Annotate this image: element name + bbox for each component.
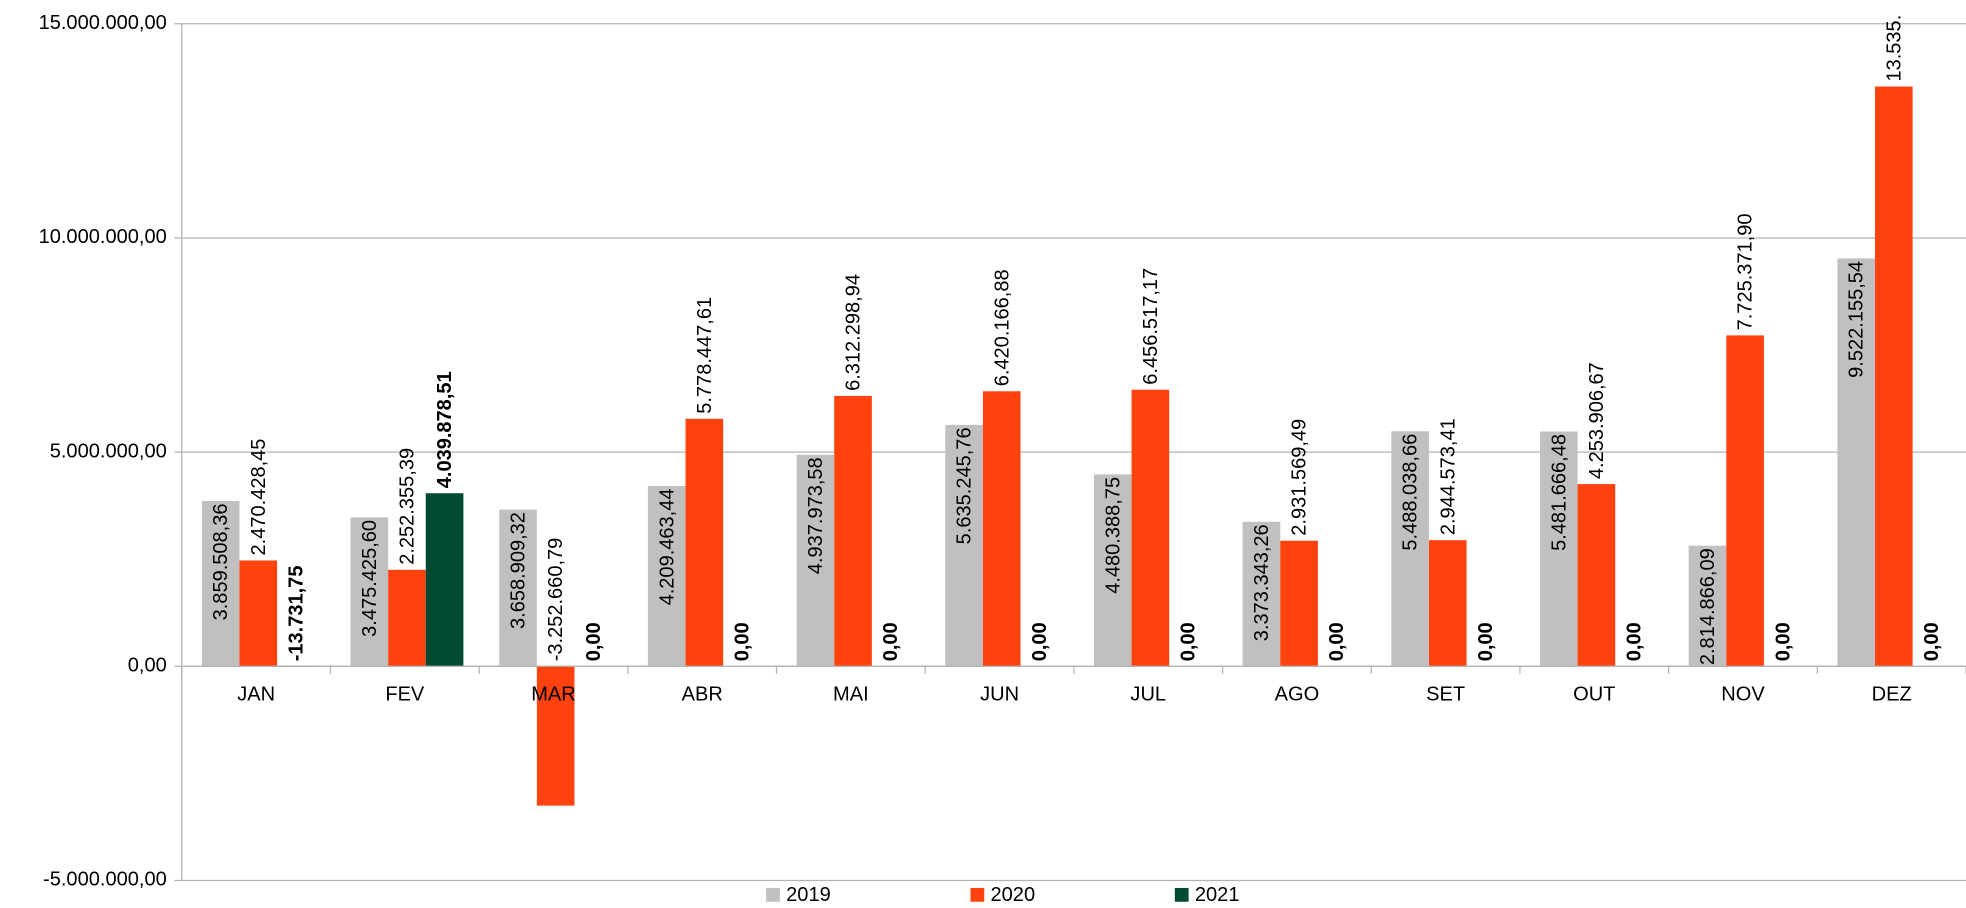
bar xyxy=(945,424,983,667)
x-tick-label: ABR xyxy=(682,683,723,705)
value-label: 3.658.909,32 xyxy=(508,512,530,629)
y-tick-label: 0,00 xyxy=(128,655,167,677)
bar xyxy=(1837,258,1875,667)
value-label: 2.944.573,41 xyxy=(1437,418,1459,535)
value-label: 6.420.166,88 xyxy=(991,269,1013,386)
legend-swatch xyxy=(766,887,780,902)
bar xyxy=(1242,521,1281,667)
legend-label: 2019 xyxy=(786,884,831,906)
bar xyxy=(647,485,686,667)
value-label: 2.931.569,49 xyxy=(1289,419,1311,536)
value-label: 0,00 xyxy=(1921,622,1943,661)
bar xyxy=(536,666,575,806)
bar xyxy=(388,569,426,667)
bar xyxy=(685,418,724,667)
bar xyxy=(1688,545,1727,667)
value-label: 4.209.463,44 xyxy=(656,488,678,605)
value-label: 6.312.298,94 xyxy=(843,274,865,391)
legend-swatch xyxy=(970,887,985,902)
value-label: 2.814.866,09 xyxy=(1697,548,1719,665)
value-label: -3.252.660,79 xyxy=(545,538,567,662)
bar xyxy=(1577,484,1616,667)
bar xyxy=(982,391,1021,667)
bar xyxy=(1093,474,1132,667)
x-tick-label: JUN xyxy=(980,683,1019,705)
x-tick-label: OUT xyxy=(1573,683,1615,705)
value-label: 0,00 xyxy=(1178,622,1200,661)
value-label: 4.253.906,67 xyxy=(1586,362,1608,479)
bar xyxy=(834,395,872,667)
bar xyxy=(1131,389,1170,667)
bar xyxy=(499,509,537,667)
value-label: 5.635.245,76 xyxy=(954,427,976,544)
value-label: 3.859.508,36 xyxy=(210,503,232,620)
y-tick-label: -5.000.000,00 xyxy=(43,869,167,891)
legend-label: 2020 xyxy=(991,884,1036,906)
value-label: 13.535. xyxy=(1883,15,1905,82)
value-label: -13.731,75 xyxy=(285,566,307,662)
x-tick-label: AGO xyxy=(1275,683,1320,705)
x-tick-label: JAN xyxy=(237,683,275,705)
bar xyxy=(1280,540,1318,667)
value-label: 3.373.343,26 xyxy=(1251,524,1273,641)
legend-label: 2021 xyxy=(1195,884,1240,906)
value-label: 0,00 xyxy=(1326,622,1348,661)
value-label: 0,00 xyxy=(583,622,605,661)
value-label: 4.480.388,75 xyxy=(1102,477,1124,594)
x-tick-label: JUL xyxy=(1130,683,1166,705)
bar xyxy=(425,493,464,667)
value-label: 0,00 xyxy=(731,622,753,661)
value-label: 2.470.428,45 xyxy=(248,439,270,556)
x-tick-label: SET xyxy=(1426,683,1465,705)
value-label: 4.937.973,58 xyxy=(805,457,827,574)
legend-swatch xyxy=(1174,887,1189,902)
x-tick-label: MAR xyxy=(531,683,576,705)
x-tick-label: NOV xyxy=(1721,683,1765,705)
bar xyxy=(1428,540,1467,667)
x-tick-label: DEZ xyxy=(1872,683,1912,705)
value-label: 5.488.038,66 xyxy=(1400,434,1422,551)
value-label: 0,00 xyxy=(1624,622,1646,661)
value-label: 0,00 xyxy=(1475,622,1497,661)
y-tick-label: 15.000.000,00 xyxy=(39,12,167,34)
value-label: 5.481.666,48 xyxy=(1548,434,1570,551)
x-tick-label: MAI xyxy=(833,683,869,705)
value-label: 3.475.425,60 xyxy=(359,520,381,637)
y-tick-label: 5.000.000,00 xyxy=(50,440,167,462)
bar xyxy=(350,517,389,667)
value-label: 5.778.447,61 xyxy=(694,297,716,414)
value-label: 7.725.371,90 xyxy=(1735,213,1757,330)
value-label: 2.252.355,39 xyxy=(397,448,419,565)
bar xyxy=(1391,431,1429,667)
bar xyxy=(796,454,835,667)
value-label: 0,00 xyxy=(1772,622,1794,661)
bar xyxy=(1726,335,1764,667)
bar xyxy=(201,500,240,667)
x-tick-label: FEV xyxy=(385,683,425,705)
bar xyxy=(1874,86,1913,667)
value-label: 0,00 xyxy=(880,622,902,661)
value-label: 0,00 xyxy=(1029,622,1051,661)
bar xyxy=(239,560,278,667)
value-label: 9.522.155,54 xyxy=(1846,261,1868,378)
y-tick-label: 10.000.000,00 xyxy=(39,226,167,248)
bar xyxy=(1540,431,1578,667)
value-label: 6.456.517,17 xyxy=(1140,268,1162,385)
value-label: 4.039.878,51 xyxy=(434,371,456,488)
